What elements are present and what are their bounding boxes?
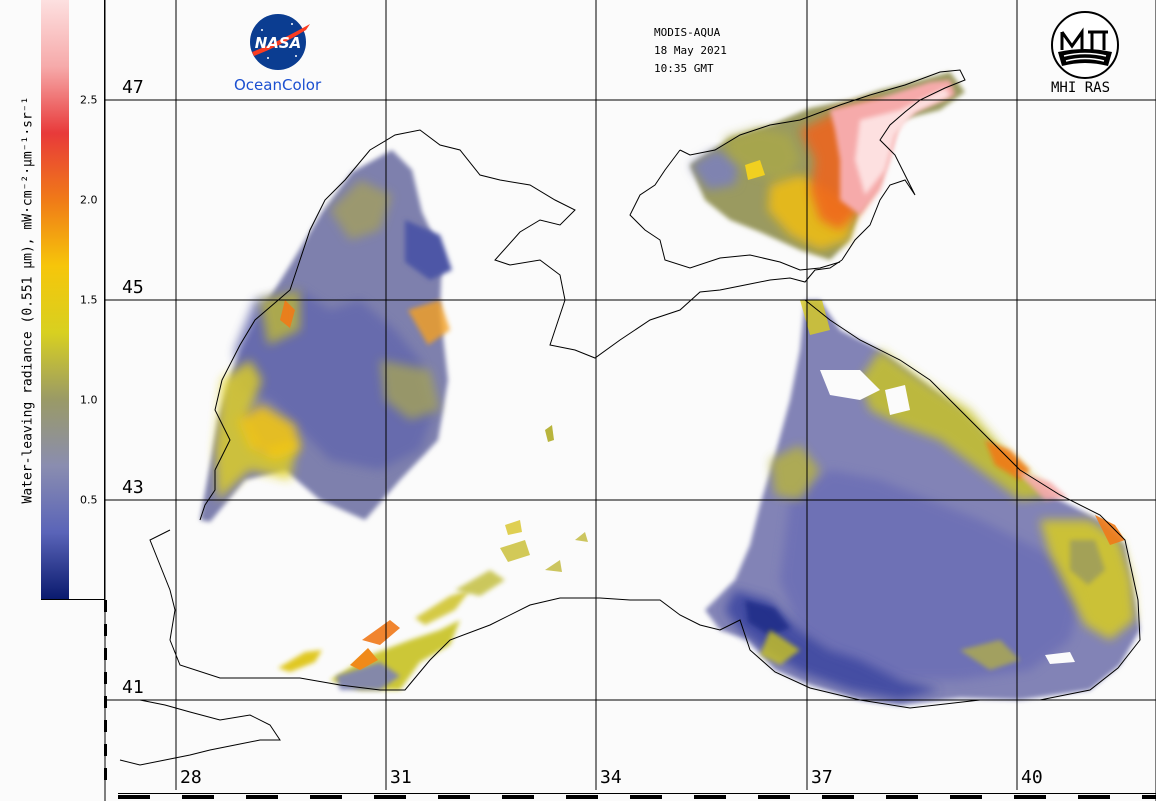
ruler-segment [246, 795, 278, 799]
ruler-segment [438, 795, 470, 799]
acquisition-time: 10:35 GMT [654, 62, 714, 75]
colorbar [41, 0, 69, 599]
ruler-segment [886, 795, 918, 799]
ruler-segment [104, 648, 107, 660]
longitude-label: 31 [388, 767, 414, 788]
ruler-line [1078, 793, 1142, 794]
ruler-line [758, 793, 822, 794]
ruler-segment [950, 795, 982, 799]
ruler-line [1142, 793, 1156, 794]
ruler-line [886, 793, 950, 794]
colorbar-tick: 2.0 [80, 193, 98, 207]
ruler-segment [104, 720, 107, 732]
mhi-ras-logo [1051, 11, 1119, 79]
coastline [110, 69, 1141, 766]
ruler-segment [310, 795, 342, 799]
ruler-line [950, 793, 1014, 794]
colorbar-tick: 0.5 [80, 493, 98, 507]
svg-text:NASA: NASA [255, 34, 302, 52]
ruler-segment [1014, 795, 1046, 799]
colorbar-tick: 2.5 [80, 93, 98, 107]
ruler-segment [566, 795, 598, 799]
longitude-label: 34 [598, 767, 624, 788]
latitude-label: 41 [120, 677, 146, 698]
colorbar-tick: 1.0 [80, 393, 98, 407]
ruler-line [630, 793, 694, 794]
longitude-label: 37 [809, 767, 835, 788]
mhi-ras-label: MHI RAS [1051, 80, 1111, 96]
oceancolor-label: OceanColor [234, 76, 322, 94]
ruler-segment [758, 795, 790, 799]
ruler-line [438, 793, 502, 794]
ruler-line [502, 793, 566, 794]
ruler-segment [1142, 795, 1156, 799]
ruler-segment [118, 795, 150, 799]
ruler-line [822, 793, 886, 794]
ruler-segment [182, 795, 214, 799]
image-header: MODIS-AQUA 18 May 2021 10:35 GMT [654, 24, 727, 78]
longitude-label: 28 [178, 767, 204, 788]
ruler-segment [104, 672, 107, 684]
ruler-line [182, 793, 246, 794]
left-scale-ruler [104, 600, 107, 780]
ruler-segment [630, 795, 662, 799]
ruler-line [246, 793, 310, 794]
ruler-segment [1078, 795, 1110, 799]
bottom-scale-ruler [118, 793, 1156, 799]
radiance-field-west [200, 150, 452, 522]
ruler-segment [694, 795, 726, 799]
ruler-segment [104, 600, 107, 612]
nasa-logo: NASA [250, 14, 310, 70]
radiance-field-east [705, 300, 1140, 705]
ruler-line [566, 793, 630, 794]
ruler-segment [822, 795, 854, 799]
ruler-segment [104, 744, 107, 756]
ruler-line [1014, 793, 1078, 794]
ruler-segment [104, 768, 107, 780]
sensor-name: MODIS-AQUA [654, 26, 721, 39]
ruler-line [694, 793, 758, 794]
ruler-line [374, 793, 438, 794]
latitude-label: 43 [120, 477, 146, 498]
acquisition-date: 18 May 2021 [654, 44, 727, 57]
ruler-line [310, 793, 374, 794]
ruler-segment [104, 696, 107, 708]
ruler-line [118, 793, 182, 794]
longitude-label: 40 [1019, 767, 1045, 788]
radiance-field-south-west [278, 425, 588, 690]
latitude-label: 47 [120, 77, 146, 98]
ruler-segment [502, 795, 534, 799]
ruler-segment [374, 795, 406, 799]
latitude-label: 45 [120, 277, 146, 298]
ruler-segment [104, 624, 107, 636]
graticule [105, 0, 1156, 790]
colorbar-tick: 1.5 [80, 293, 98, 307]
